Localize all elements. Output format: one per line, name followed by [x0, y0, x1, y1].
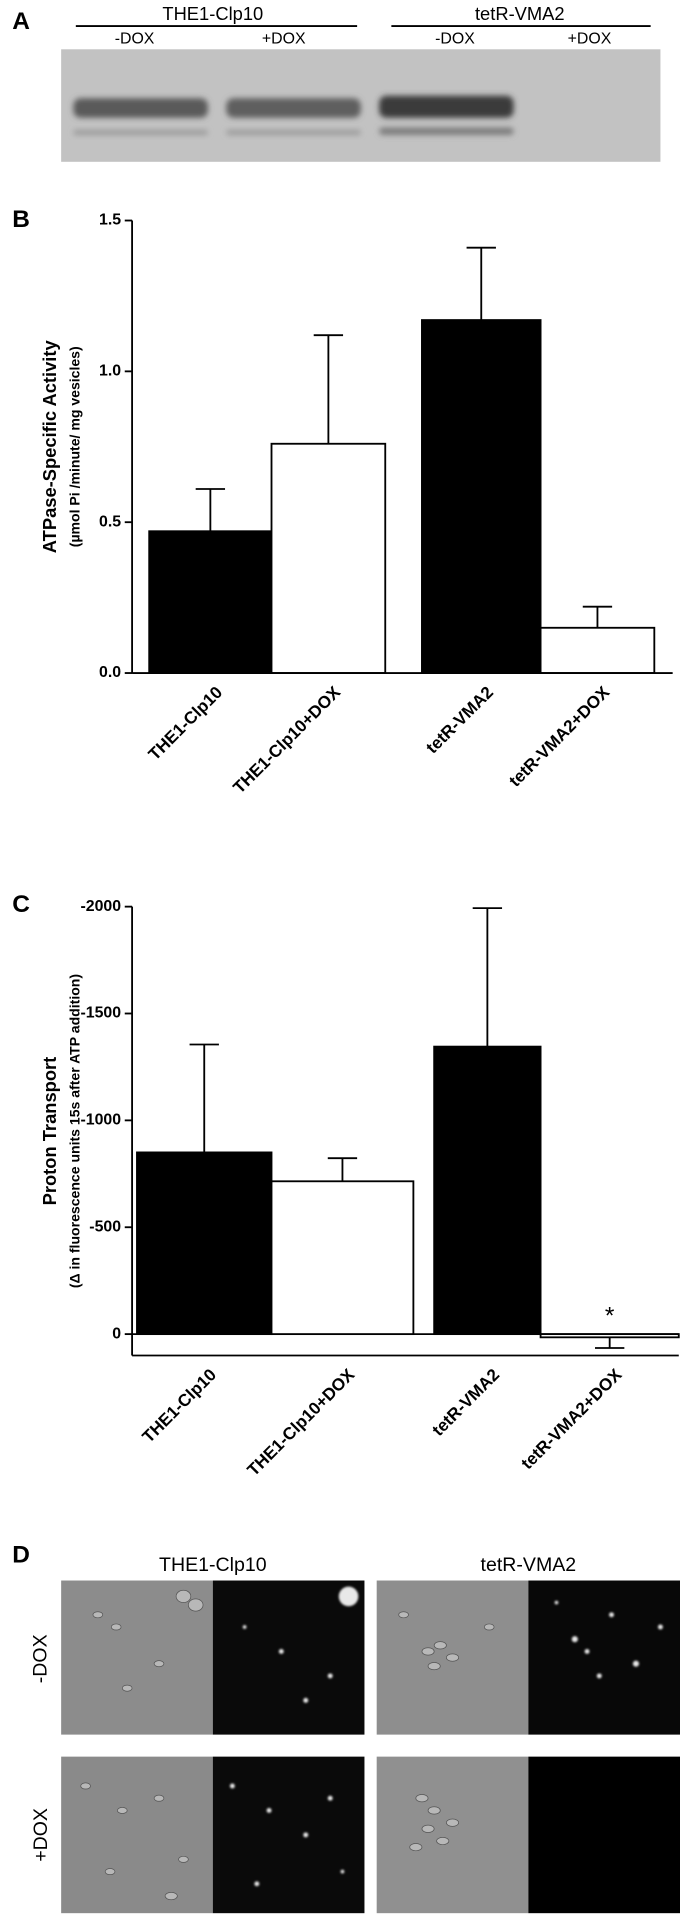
y-tick-label: 0 [112, 1325, 121, 1342]
x-tick-label: THE1-Clp10+DOX [244, 1365, 359, 1480]
row-label: +DOX [30, 1808, 52, 1862]
bar [421, 319, 542, 674]
y-tick-label: 1.0 [99, 363, 121, 380]
lane-label: +DOX [568, 31, 612, 48]
x-tick-label: tetR-VMA2+DOX [505, 682, 613, 790]
y-axis-title: Proton Transport [39, 1057, 60, 1206]
x-tick-label: THE1-Clp10 [145, 683, 226, 764]
y-tick-label: 1.5 [99, 212, 121, 229]
group-label: tetR-VMA2 [475, 3, 565, 24]
annotation: * [605, 1302, 615, 1329]
bar [539, 1333, 680, 1339]
y-axis-title: ATPase-Specific Activity [39, 340, 60, 554]
y-tick-label: 0.0 [99, 664, 121, 681]
y-axis-subtitle: (Δ in fluorescence units 15s after ATP a… [67, 974, 83, 1288]
bar [270, 442, 387, 674]
x-tick-label: tetR-VMA2+DOX [518, 1365, 626, 1473]
y-tick-label: -1000 [80, 1112, 121, 1129]
panel-label: C [12, 891, 30, 918]
panel-label: D [12, 1542, 30, 1569]
y-tick-label: 0.5 [99, 513, 121, 530]
y-tick-label: -500 [89, 1218, 121, 1235]
y-axis-subtitle: (µmol Pi /minute/ mg vesicles) [67, 346, 83, 547]
x-tick-label: tetR-VMA2 [422, 683, 497, 758]
micrographs [61, 1580, 680, 1914]
group-label: THE1-Clp10 [162, 3, 263, 24]
y-tick-label: -2000 [80, 898, 121, 915]
lane-label: -DOX [435, 31, 475, 48]
bar [539, 626, 656, 674]
panel-label: A [12, 8, 30, 35]
row-label: -DOX [30, 1634, 52, 1683]
lane-label: -DOX [115, 31, 155, 48]
bar [136, 1151, 273, 1336]
bar [148, 530, 273, 674]
blot [61, 49, 661, 162]
panel-label: B [12, 206, 30, 233]
x-tick-label: tetR-VMA2 [429, 1365, 504, 1440]
bar [433, 1045, 542, 1336]
column-label: THE1-Clp10 [159, 1554, 267, 1576]
column-label: tetR-VMA2 [481, 1554, 577, 1576]
x-tick-label: THE1-Clp10+DOX [230, 682, 345, 797]
y-tick-label: -1500 [80, 1005, 121, 1022]
bar [270, 1180, 415, 1336]
x-tick-label: THE1-Clp10 [139, 1365, 220, 1446]
lane-label: +DOX [262, 31, 306, 48]
